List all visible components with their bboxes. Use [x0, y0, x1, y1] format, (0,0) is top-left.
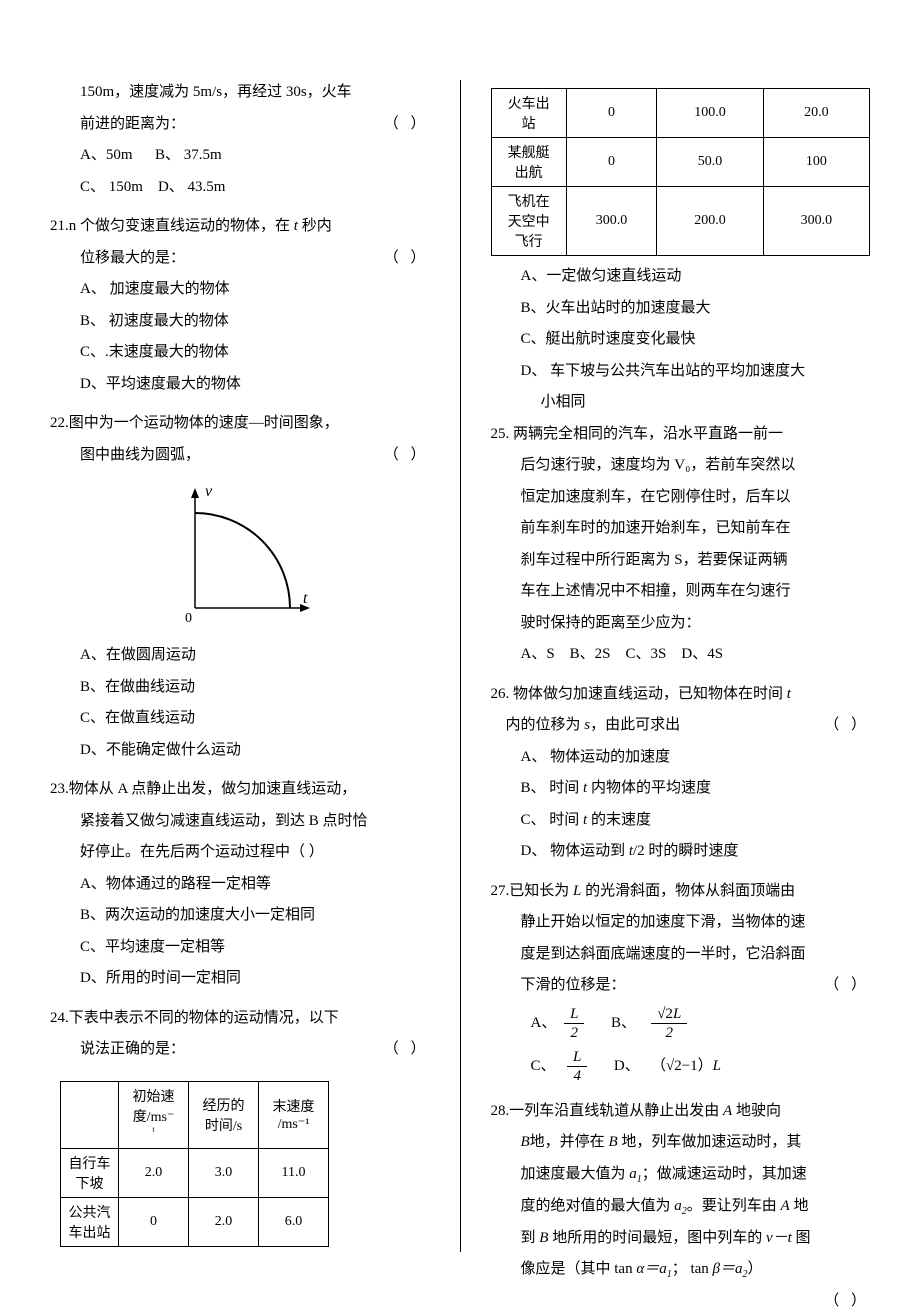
answer-paren: （ ）	[384, 1037, 430, 1063]
table-row: 公共汽车出站 0 2.0 6.0	[61, 1198, 329, 1247]
q23-opt-d: D、所用的时间一定相同	[50, 966, 430, 992]
answer-paren: （ ）	[384, 112, 430, 138]
q20-continuation: 150m，速度减为 5m/s，再经过 30s，火车 前进的距离为： （ ） A、…	[50, 80, 430, 206]
q22-num: 22.	[50, 415, 69, 431]
answer-paren: （ ）	[384, 246, 430, 272]
frac-L-2: L2	[564, 1005, 584, 1042]
q25-opts: A、S B、2S C、3S D、4S	[491, 642, 871, 668]
q27-opt-d-val: （√2−1）L	[651, 1057, 721, 1073]
y-axis-label: v	[205, 483, 213, 500]
vt-arc-graph: v t 0	[155, 478, 325, 628]
q23-num: 23.	[50, 781, 69, 797]
q24-table-part1: 初始速 度/ms⁻ ¹ 经历的 时间/s 末速度 /ms⁻¹ 自行车下坡	[60, 1081, 329, 1248]
q26-opt-b: B、 时间 t 内物体的平均速度	[491, 776, 871, 802]
frac-L-4: L4	[567, 1048, 587, 1085]
q23-opt-a: A、物体通过的路程一定相等	[50, 872, 430, 898]
q25: 25. 两辆完全相同的汽车，沿水平直路一前一 后匀速行驶，速度均为 V₀，若前车…	[491, 422, 871, 674]
q23-opt-c: C、平均速度一定相等	[50, 935, 430, 961]
left-column: 150m，速度减为 5m/s，再经过 30s，火车 前进的距离为： （ ） A、…	[50, 80, 430, 1252]
q23-opt-b: B、两次运动的加速度大小一定相同	[50, 903, 430, 929]
answer-paren: （ ）	[824, 713, 870, 739]
q28: 28.一列车沿直线轨道从静止出发由 A 地驶向 B地，并停在 B 地，列车做加速…	[491, 1099, 871, 1315]
q25-num: 25.	[491, 426, 510, 442]
q28-num: 28.	[491, 1103, 510, 1119]
col-head-v0: 初始速 度/ms⁻ ¹	[119, 1081, 189, 1149]
q22-graph: v t 0	[50, 478, 430, 633]
table-row: 火车出站 0 100.0 20.0	[491, 89, 870, 138]
column-divider	[460, 80, 461, 1252]
table-row: 某舰艇出航 0 50.0 100	[491, 138, 870, 187]
table-row: 飞机在天空中飞行 300.0 200.0 300.0	[491, 187, 870, 256]
q20-line1: 150m，速度减为 5m/s，再经过 30s，火车	[50, 80, 430, 106]
q24-opt-d1: D、 车下坡与公共汽车出站的平均加速度大	[491, 359, 871, 385]
q22-opt-d: D、不能确定做什么运动	[50, 738, 430, 764]
page-columns: 150m，速度减为 5m/s，再经过 30s，火车 前进的距离为： （ ） A、…	[50, 80, 870, 1252]
table-header-row: 初始速 度/ms⁻ ¹ 经历的 时间/s 末速度 /ms⁻¹	[61, 1081, 329, 1149]
answer-paren: （ ）	[824, 973, 870, 999]
q24: 24.下表中表示不同的物体的运动情况，以下 说法正确的是： （ ） 初始速 度/…	[50, 1006, 430, 1256]
q24-num: 24.	[50, 1010, 69, 1026]
q22-opt-b: B、在做曲线运动	[50, 675, 430, 701]
q24-opt-c: C、艇出航时速度变化最快	[491, 327, 871, 353]
q21-num: 21.	[50, 218, 69, 234]
q24-table-part2: 火车出站 0 100.0 20.0 某舰艇出航 0 50.0 100 飞机在天空…	[491, 88, 871, 256]
q27-opts-cd: C、 L4 D、 （√2−1）L	[491, 1048, 871, 1085]
q21: 21.n 个做匀变速直线运动的物体，在 t 秒内 位移最大的是： （ ） A、 …	[50, 214, 430, 403]
q24-opt-d2: 小相同	[491, 390, 871, 416]
q26-num: 26.	[491, 686, 510, 702]
answer-paren: （ ）	[384, 443, 430, 469]
q22-opt-a: A、在做圆周运动	[50, 643, 430, 669]
q24-opt-b: B、火车出站时的加速度最大	[491, 296, 871, 322]
origin-label: 0	[185, 611, 192, 626]
q26-opt-a: A、 物体运动的加速度	[491, 745, 871, 771]
x-axis-label: t	[303, 590, 308, 607]
q22: 22.图中为一个运动物体的速度—时间图象， 图中曲线为圆弧， （ ）	[50, 411, 430, 769]
right-column: 火车出站 0 100.0 20.0 某舰艇出航 0 50.0 100 飞机在天空…	[491, 80, 871, 1252]
q21-opt-d: D、平均速度最大的物体	[50, 372, 430, 398]
q26-opt-d: D、 物体运动到 t/2 时的瞬时速度	[491, 839, 871, 865]
col-head-vt: 末速度 /ms⁻¹	[259, 1081, 329, 1149]
q22-opt-c: C、在做直线运动	[50, 706, 430, 732]
q23: 23.物体从 A 点静止出发，做匀加速直线运动， 紧接着又做匀减速直线运动，到达…	[50, 777, 430, 998]
q27: 27.已知长为 L 的光滑斜面，物体从斜面顶端由 静止开始以恒定的加速度下滑，当…	[491, 879, 871, 1091]
col-head-t: 经历的 时间/s	[189, 1081, 259, 1149]
q21-opt-a: A、 加速度最大的物体	[50, 277, 430, 303]
q20-line2: 前进的距离为： （ ）	[50, 112, 430, 138]
q20-opts-cd: C、 150m D、 43.5m	[50, 175, 430, 201]
q26-opt-c: C、 时间 t 的末速度	[491, 808, 871, 834]
q20-opts-ab: A、50m B、 37.5m	[50, 143, 430, 169]
q27-opts-ab: A、 L2 B、 √2L2	[491, 1005, 871, 1042]
q21-opt-c: C、.末速度最大的物体	[50, 340, 430, 366]
q24-opt-a: A、一定做匀速直线运动	[491, 264, 871, 290]
frac-sqrt2L-2: √2L2	[651, 1005, 687, 1042]
q27-num: 27.	[491, 883, 510, 899]
q26: 26. 物体做匀加速直线运动，已知物体在时间 t 内的位移为 s，由此可求出 （…	[491, 682, 871, 871]
table-row: 自行车下坡 2.0 3.0 11.0	[61, 1149, 329, 1198]
q21-opt-b: B、 初速度最大的物体	[50, 309, 430, 335]
